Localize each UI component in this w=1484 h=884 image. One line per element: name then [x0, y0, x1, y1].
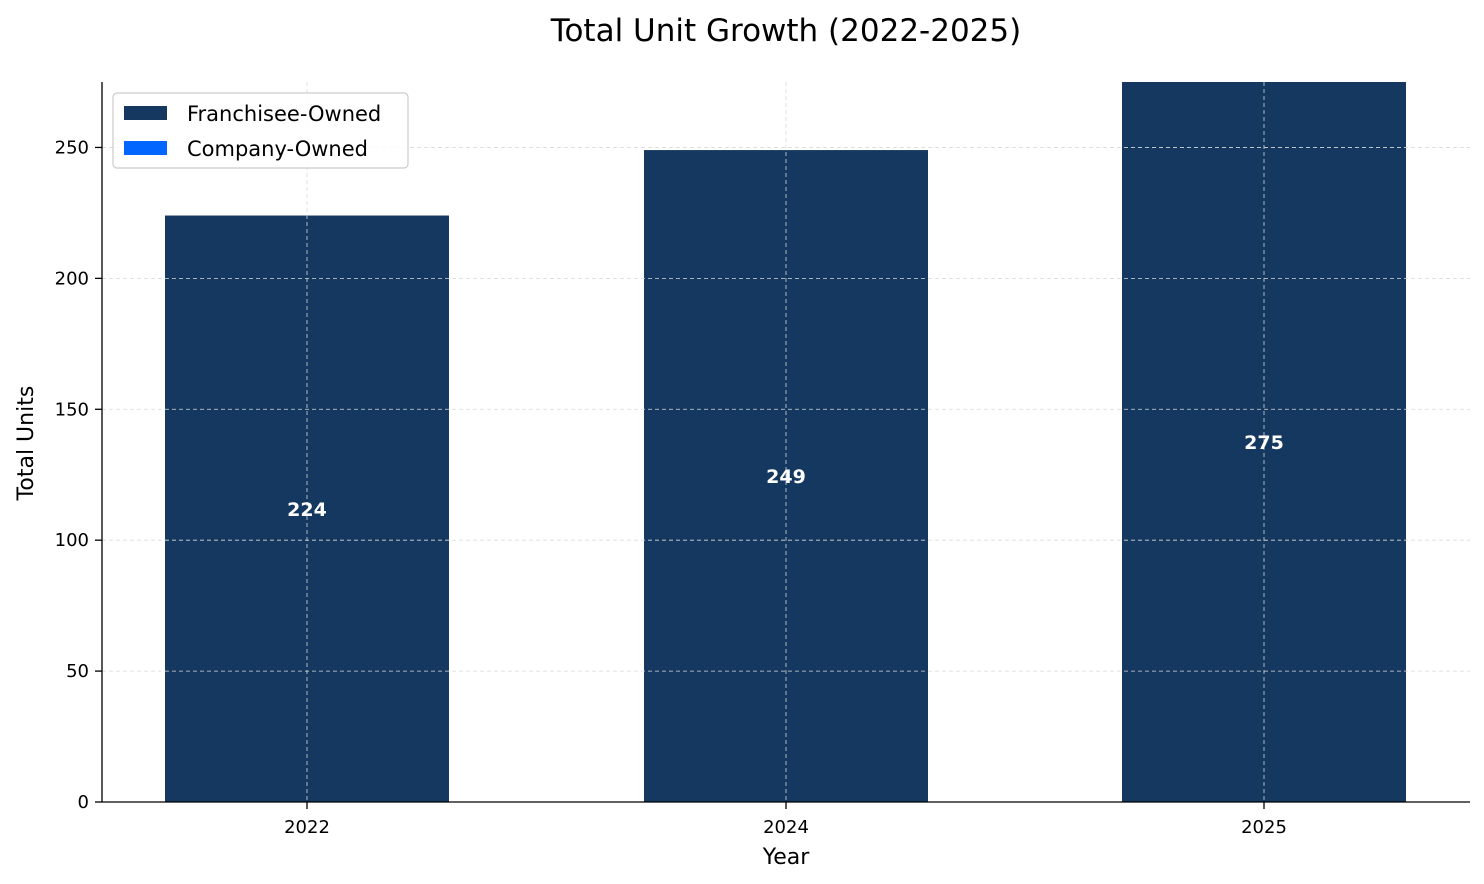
- legend: Franchisee-Owned Company-Owned: [112, 92, 409, 169]
- legend-label-0: Franchisee-Owned: [187, 102, 381, 126]
- bars: [165, 82, 1406, 802]
- axes: 0 50 100 150 200 250 2022 2024 2025: [55, 82, 1470, 838]
- legend-label-1: Company-Owned: [187, 137, 368, 161]
- legend-swatch-1: [124, 141, 167, 155]
- data-label-2025: 275: [1244, 432, 1284, 454]
- data-labels: 224 249 275: [287, 432, 1284, 521]
- chart-title: Total Unit Growth (2022-2025): [550, 13, 1021, 49]
- y-axis-label: Total Units: [14, 386, 39, 502]
- data-label-2024: 249: [766, 466, 806, 488]
- y-tick-label-100: 100: [55, 530, 89, 551]
- y-tick-label-50: 50: [66, 661, 89, 682]
- y-tick-label-250: 250: [55, 137, 89, 158]
- y-tick-label-0: 0: [78, 792, 89, 813]
- x-tick-label-2024: 2024: [763, 817, 809, 838]
- legend-box: [112, 92, 409, 169]
- y-tick-label-200: 200: [55, 268, 89, 289]
- legend-swatch-0: [124, 106, 167, 120]
- y-tick-label-150: 150: [55, 399, 89, 420]
- x-axis-label: Year: [762, 845, 811, 870]
- data-label-2022: 224: [287, 499, 327, 521]
- x-tick-label-2025: 2025: [1241, 817, 1287, 838]
- x-tick-label-2022: 2022: [284, 817, 330, 838]
